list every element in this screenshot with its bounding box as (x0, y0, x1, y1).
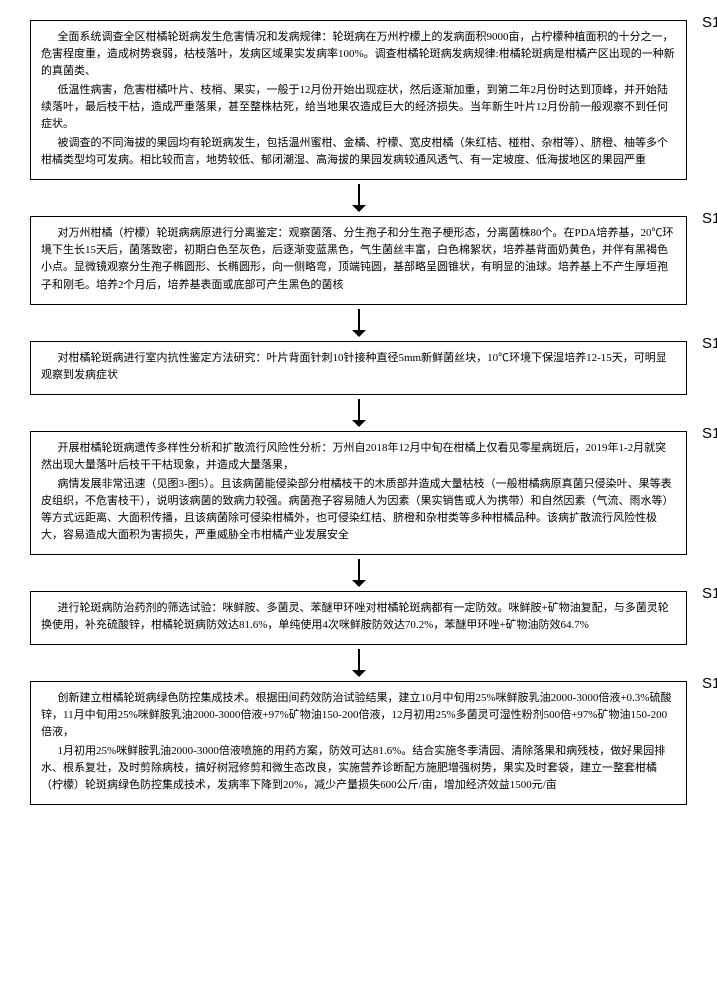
step-text: 被调查的不同海拔的果园均有轮斑病发生，包括温州蜜柑、金橘、柠檬、宽皮柑橘（朱红桔… (41, 135, 676, 169)
flow-step: S101全面系统调查全区柑橘轮斑病发生危害情况和发病规律：轮斑病在万州柠檬上的发… (30, 20, 687, 180)
flow-arrow (30, 559, 687, 587)
step-text: 对柑橘轮斑病进行室内抗性鉴定方法研究：叶片背面针刺10针接种直径5mm新鲜菌丝块… (41, 350, 676, 384)
flow-step: S105进行轮斑病防治药剂的筛选试验：咪鲜胺、多菌灵、苯醚甲环唑对柑橘轮斑病都有… (30, 591, 687, 645)
step-text: 病情发展非常迅速（见图3-图5）。且该病菌能侵染部分柑橘枝干的木质部并造成大量枯… (41, 476, 676, 544)
step-text: 全面系统调查全区柑橘轮斑病发生危害情况和发病规律：轮斑病在万州柠檬上的发病面积9… (41, 29, 676, 80)
step-block: 全面系统调查全区柑橘轮斑病发生危害情况和发病规律：轮斑病在万州柠檬上的发病面积9… (30, 20, 687, 180)
flow-arrow (30, 184, 687, 212)
step-block: 进行轮斑病防治药剂的筛选试验：咪鲜胺、多菌灵、苯醚甲环唑对柑橘轮斑病都有一定防效… (30, 591, 687, 645)
step-text: 对万州柑橘（柠檬）轮斑病病原进行分离鉴定：观察菌落、分生孢子和分生孢子梗形态，分… (41, 225, 676, 293)
step-label: S103 (702, 335, 717, 352)
step-block: 开展柑橘轮斑病遗传多样性分析和扩散流行风险性分析：万州自2018年12月中旬在柑… (30, 431, 687, 555)
flow-arrow (30, 399, 687, 427)
flow-step: S106创新建立柑橘轮斑病绿色防控集成技术。根据田间药效防治试验结果，建立10月… (30, 681, 687, 805)
flow-arrow (30, 649, 687, 677)
step-label: S104 (702, 425, 717, 442)
step-text: 低温性病害，危害柑橘叶片、枝梢、果实，一般于12月份开始出现症状，然后逐渐加重，… (41, 82, 676, 133)
flowchart-root: S101全面系统调查全区柑橘轮斑病发生危害情况和发病规律：轮斑病在万州柠檬上的发… (30, 20, 687, 805)
flow-step: S103对柑橘轮斑病进行室内抗性鉴定方法研究：叶片背面针刺10针接种直径5mm新… (30, 341, 687, 395)
flow-arrow (30, 309, 687, 337)
step-text: 1月初用25%咪鲜胺乳油2000-3000倍液喷施的用药方案，防效可达81.6%… (41, 743, 676, 794)
step-block: 对柑橘轮斑病进行室内抗性鉴定方法研究：叶片背面针刺10针接种直径5mm新鲜菌丝块… (30, 341, 687, 395)
step-block: 创新建立柑橘轮斑病绿色防控集成技术。根据田间药效防治试验结果，建立10月中旬用2… (30, 681, 687, 805)
flow-step: S104开展柑橘轮斑病遗传多样性分析和扩散流行风险性分析：万州自2018年12月… (30, 431, 687, 555)
step-label: S105 (702, 585, 717, 602)
step-text: 创新建立柑橘轮斑病绿色防控集成技术。根据田间药效防治试验结果，建立10月中旬用2… (41, 690, 676, 741)
step-text: 进行轮斑病防治药剂的筛选试验：咪鲜胺、多菌灵、苯醚甲环唑对柑橘轮斑病都有一定防效… (41, 600, 676, 634)
step-block: 对万州柑橘（柠檬）轮斑病病原进行分离鉴定：观察菌落、分生孢子和分生孢子梗形态，分… (30, 216, 687, 304)
step-label: S102 (702, 210, 717, 227)
flow-step: S102对万州柑橘（柠檬）轮斑病病原进行分离鉴定：观察菌落、分生孢子和分生孢子梗… (30, 216, 687, 304)
step-label: S101 (702, 14, 717, 31)
step-text: 开展柑橘轮斑病遗传多样性分析和扩散流行风险性分析：万州自2018年12月中旬在柑… (41, 440, 676, 474)
step-label: S106 (702, 675, 717, 692)
